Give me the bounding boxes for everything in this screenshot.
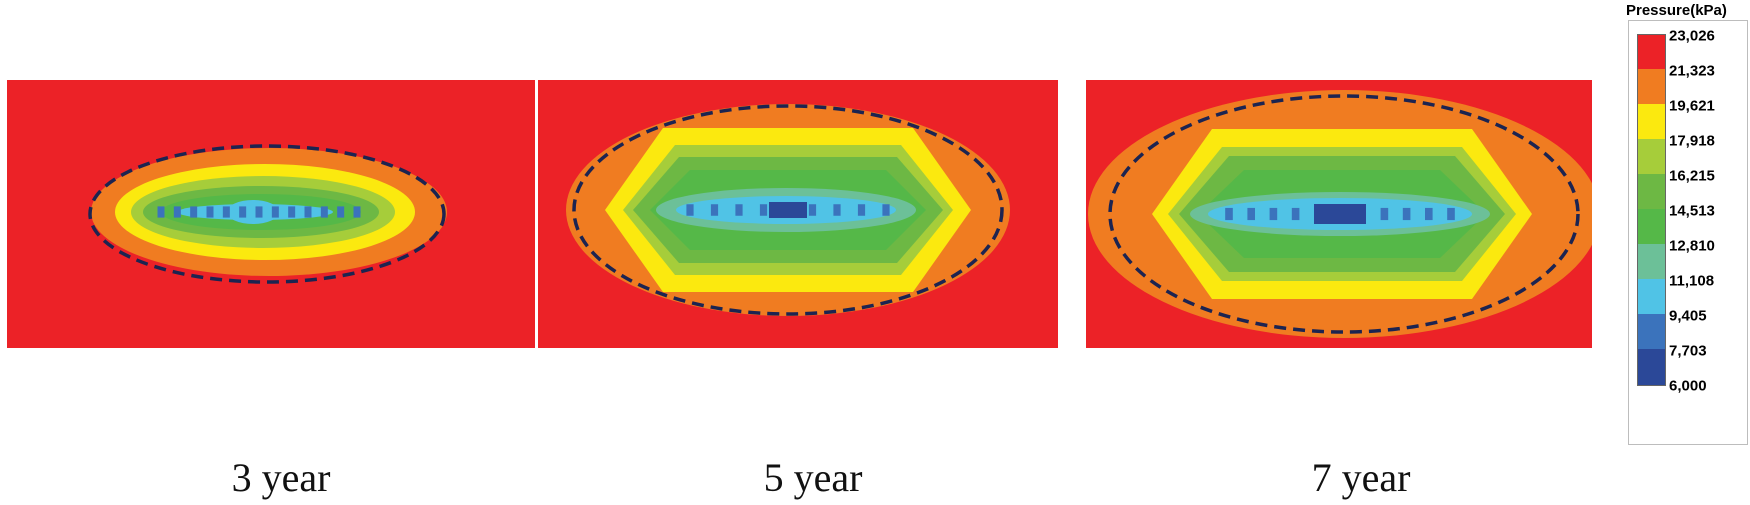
colorbar-tick-label: 17,918 (1669, 132, 1715, 150)
perforation-low-pressure-spot (808, 204, 817, 216)
perforation-low-pressure-spot (759, 204, 768, 216)
colorbar-swatch (1637, 104, 1666, 140)
colorbar-tick-label: 21,323 (1669, 62, 1715, 80)
colorbar-swatch (1637, 174, 1666, 210)
perforation-low-pressure-spot (1225, 207, 1233, 221)
perforation-low-pressure-spot (710, 204, 719, 216)
colorbar-swatch (1637, 209, 1666, 245)
perforation-low-pressure-spot (222, 206, 230, 218)
colorbar-tick-label: 16,215 (1669, 167, 1715, 185)
perforation-low-pressure-spot (271, 206, 279, 218)
perforation-low-pressure-spot (157, 206, 165, 218)
perforation-low-pressure-spot (1380, 207, 1389, 221)
colorbar-swatch (1637, 244, 1666, 280)
drainage-boundary-dashed-outline (88, 144, 446, 284)
perforation-low-pressure-spot (255, 206, 263, 218)
perforation-low-pressure-spot (833, 204, 841, 216)
colorbar-tick-label: 14,513 (1669, 202, 1715, 220)
perforation-low-pressure-spot (190, 206, 198, 218)
colorbar-swatch (1637, 139, 1666, 175)
perforation-low-pressure-spot (304, 206, 312, 218)
perforation-low-pressure-spot (1247, 207, 1255, 221)
colorbar-tick-label: 12,810 (1669, 237, 1715, 255)
drainage-boundary-dashed-outline (1108, 94, 1580, 334)
colorbar-tick-label: 6,000 (1669, 377, 1707, 395)
perforation-low-pressure-spot (735, 204, 743, 216)
perforation-low-pressure-spot (320, 206, 328, 218)
wellbore-core-low-pressure (769, 202, 807, 218)
heatmap-5-year-svg (538, 80, 1058, 348)
colorbar-swatch (1637, 314, 1666, 350)
perforation-low-pressure-spot (1402, 207, 1411, 221)
colorbar-swatch (1637, 34, 1666, 71)
pressure-contour-band (227, 200, 279, 224)
colorbar-swatch (1637, 279, 1666, 315)
colorbar-tick-label: 23,026 (1669, 27, 1715, 45)
perforation-low-pressure-spot (239, 206, 247, 218)
perforation-low-pressure-spot (1425, 207, 1433, 221)
perforation-low-pressure-spot (1447, 207, 1455, 221)
perforation-low-pressure-spot (173, 206, 181, 218)
colorbar-tick-label: 9,405 (1669, 307, 1707, 325)
colorbar-tick-label: 11,108 (1669, 272, 1715, 290)
colorbar-tick-label: 19,621 (1669, 97, 1715, 115)
drainage-boundary-dashed-outline (572, 104, 1004, 316)
colorbar-swatch (1637, 349, 1666, 386)
heatmap-3-year-svg (7, 80, 535, 348)
heatmap-panel-5-year (538, 80, 1058, 348)
perforation-low-pressure-spot (1269, 207, 1278, 221)
perforation-low-pressure-spot (686, 204, 694, 216)
heatmap-7-year-svg (1086, 80, 1592, 348)
colorbar-tick-label: 7,703 (1669, 342, 1707, 360)
colorbar-swatch (1637, 69, 1666, 105)
perforation-low-pressure-spot (857, 204, 866, 216)
perforation-low-pressure-spot (288, 206, 296, 218)
panel-caption-7-year: 7 year (1311, 455, 1411, 500)
perforation-low-pressure-spot (206, 206, 214, 218)
heatmap-panel-3-year (7, 80, 535, 348)
heatmap-panel-7-year (1086, 80, 1592, 348)
perforation-low-pressure-spot (882, 204, 890, 216)
perforation-low-pressure-spot (1291, 207, 1300, 221)
panel-caption-5-year: 5 year (763, 455, 863, 500)
perforation-low-pressure-spot (353, 206, 361, 218)
colorbar-title: Pressure(kPa) (1626, 2, 1727, 19)
perforation-low-pressure-spot (337, 206, 345, 218)
wellbore-core-low-pressure (1314, 204, 1366, 224)
panel-caption-3-year: 3 year (231, 455, 331, 500)
